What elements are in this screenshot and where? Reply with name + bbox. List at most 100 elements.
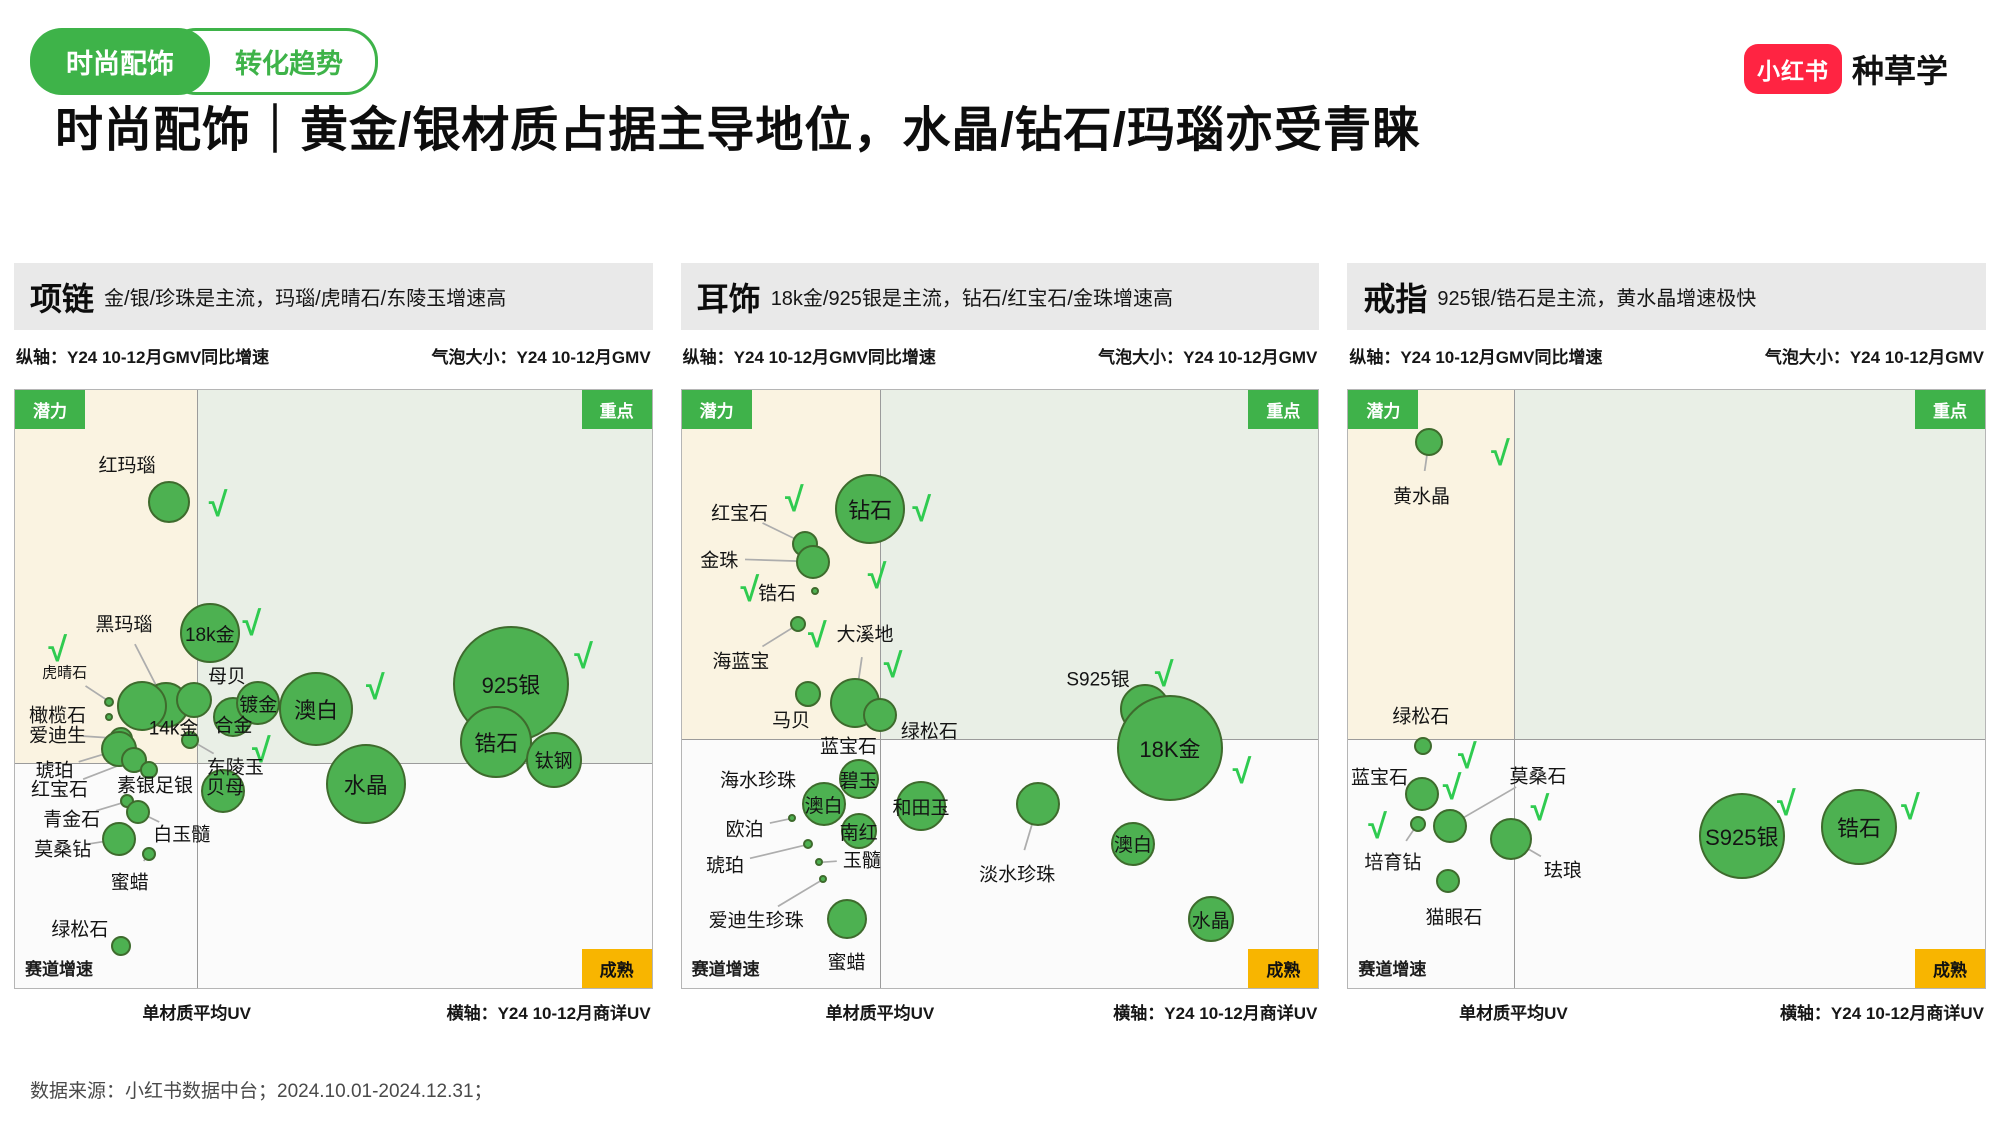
bubble-label-素银足银: 素银足银 (117, 775, 194, 797)
bubble-label-黄水晶: 黄水晶 (1393, 486, 1451, 508)
bubble-label-琥珀: 琥珀 (35, 760, 74, 782)
x-axis-right-label: 横轴：Y24 10-12月商详UV (1779, 1004, 1985, 1023)
bubble-label-珐琅: 珐琅 (1543, 860, 1582, 882)
data-source-note: 数据来源：小红书数据中台；2024.10.01-2024.12.31； (30, 1081, 493, 1102)
check-icon: √ (1901, 789, 1920, 827)
bubble-label-玉髓: 玉髓 (842, 850, 881, 872)
bubble-绿松石 (1413, 737, 1432, 756)
bubble-钻石: 钻石 (835, 474, 906, 544)
check-icon: √ (1777, 785, 1796, 824)
x-axis-left-label: 单材质平均UV (142, 1004, 251, 1023)
bubble-水晶: 水晶 (325, 744, 406, 825)
bubble-label-爱迪生珍珠: 爱迪生珍珠 (708, 910, 804, 932)
panel-header: 戒指 925银/锆石是主流，黄水晶增速极快 (1347, 263, 1987, 330)
check-icon: √ (740, 570, 760, 609)
bubble-label-马贝: 马贝 (772, 710, 811, 732)
divider-horizontal (681, 738, 1319, 740)
quadrant-badge-key: 重点 (1915, 390, 1986, 429)
quadrant-key-bg (880, 390, 1319, 739)
bubble-澳白: 澳白 (801, 782, 846, 827)
xiaohongshu-logo-icon: 小红书 (1743, 44, 1842, 94)
bubble-label-白玉髓: 白玉髓 (153, 824, 211, 846)
x-axis-left-label: 单材质平均UV (1459, 1004, 1568, 1023)
bubble-锆石 (811, 586, 820, 595)
bubble-label-虎晴石: 虎晴石 (42, 664, 88, 682)
bubble-18K金: 18K金 (1116, 695, 1223, 802)
check-icon: √ (1530, 790, 1550, 829)
chart-panel-necklace: 项链 金/银/珍珠是主流，玛瑙/虎晴石/东陵玉增速高 纵轴：Y24 10-12月… (14, 263, 653, 1023)
leader-lines (1405, 441, 1542, 893)
bubble-橄榄石 (105, 712, 114, 721)
bubble-蓝宝石 (1404, 777, 1439, 812)
axis-note-row: 纵轴：Y24 10-12月GMV同比增速 气泡大小：Y24 10-12月GMV (681, 343, 1320, 367)
x-axis-row: 单材质平均UV 横轴：Y24 10-12月商详UV (1347, 999, 1986, 1023)
bubble-红玛瑙 (148, 480, 191, 523)
check-icon: √ (912, 490, 932, 529)
y-axis-note: 纵轴：Y24 10-12月GMV同比增速 (16, 347, 270, 367)
quadrant-badge-key: 重点 (1248, 390, 1319, 429)
quadrant-badge-mature: 成熟 (581, 949, 652, 988)
bubble-马贝 (794, 681, 821, 708)
bubble-label-黑玛瑙: 黑玛瑙 (95, 614, 153, 636)
bubble-label-绿松石: 绿松石 (900, 721, 958, 743)
bubble-素银足银 (140, 760, 159, 779)
panel-subtitle: 18k金/925银是主流，钻石/红宝石/金珠增速高 (770, 288, 1173, 310)
quadrant-badge-key: 重点 (581, 390, 652, 429)
panel-subtitle: 925银/锆石是主流，黄水晶增速极快 (1437, 288, 1757, 310)
bubble-金珠 (796, 544, 831, 579)
check-icon: √ (366, 669, 385, 708)
check-icon: √ (208, 485, 228, 524)
charts-row: 项链 金/银/珍珠是主流，玛瑙/虎晴石/东陵玉增速高 纵轴：Y24 10-12月… (14, 263, 1987, 1023)
category-tag: 时尚配饰 (30, 28, 210, 95)
bubble-label-锆石: 锆石 (758, 583, 797, 605)
bubble-14k金 (117, 680, 168, 731)
panel-header: 项链 金/银/珍珠是主流，玛瑙/虎晴石/东陵玉增速高 (14, 263, 653, 330)
check-icon: √ (1232, 752, 1252, 791)
bubble-label-莫桑钻: 莫桑钻 (34, 839, 92, 861)
bubble-label-金珠: 金珠 (700, 550, 739, 572)
bubble-爱迪生珍珠 (819, 875, 827, 884)
bubble-size-note: 气泡大小：Y24 10-12月GMV (1764, 347, 1985, 367)
check-icon: √ (867, 557, 887, 596)
bubble-label-蓝宝石: 蓝宝石 (819, 736, 877, 758)
check-icon: √ (252, 732, 271, 771)
quadrant-badge-mature: 成熟 (1248, 949, 1319, 988)
bubble-label-培育钻: 培育钻 (1364, 852, 1422, 874)
bubble-莫桑钻 (102, 822, 137, 857)
chart-panel-ring: 戒指 925银/锆石是主流，黄水晶增速极快 纵轴：Y24 10-12月GMV同比… (1347, 263, 1987, 1023)
page-title: 时尚配饰｜黄金/银材质占据主导地位，水晶/钻石/玛瑙亦受青睐 (55, 104, 1422, 157)
bubble-label-莫桑石: 莫桑石 (1509, 766, 1567, 787)
bubble-培育钻 (1409, 816, 1426, 833)
axis-note-row: 纵轴：Y24 10-12月GMV同比增速 气泡大小：Y24 10-12月GMV (14, 343, 653, 367)
bubble-label-海蓝宝: 海蓝宝 (712, 651, 770, 673)
bubble-澳白: 澳白 (279, 672, 354, 747)
check-icon: √ (883, 647, 903, 686)
bubble-label-猫眼石: 猫眼石 (1425, 907, 1483, 929)
y-axis-note: 纵轴：Y24 10-12月GMV同比增速 (1349, 347, 1603, 367)
bubble-澳白: 澳白 (1111, 821, 1156, 866)
divider-vertical (1513, 390, 1515, 988)
bubble-label-欧泊: 欧泊 (725, 819, 764, 841)
bubble-label-蓝宝石: 蓝宝石 (1351, 767, 1409, 789)
bubble-label-蜜蜡: 蜜蜡 (827, 952, 866, 974)
bubble-水晶: 水晶 (1187, 896, 1234, 943)
bubble-钛钢: 钛钢 (525, 731, 582, 788)
panel-title: 项链 (30, 280, 95, 317)
bubble-label-红宝石: 红宝石 (711, 503, 769, 525)
logo-wordmark: 种草学 (1851, 53, 1948, 89)
quadrant-badge-potential: 潜力 (1348, 390, 1419, 429)
bubble-南红: 南红 (840, 813, 878, 850)
panel-title: 耳饰 (696, 280, 761, 317)
bubble-label-爱迪生: 爱迪生 (29, 725, 87, 747)
x-axis-right-label: 横轴：Y24 10-12月商详UV (446, 1004, 651, 1023)
chart-panel-earring: 耳饰 18k金/925银是主流，钻石/红宝石/金珠增速高 纵轴：Y24 10-1… (680, 263, 1320, 1023)
chart-plot: 潜力 重点 成熟 赛道增速 红宝石 钻石 金珠 锆石 大溪地 海蓝宝 马贝 蓝宝石 绿松石 S92… (680, 389, 1320, 989)
check-icon: √ (48, 630, 67, 669)
bubble-淡水珍珠 (1015, 782, 1060, 827)
bubble-玉髓 (814, 858, 823, 867)
divider-horizontal (1348, 739, 1986, 741)
bubble-欧泊 (788, 814, 797, 823)
axis-note-row: 纵轴：Y24 10-12月GMV同比增速 气泡大小：Y24 10-12月GMV (1347, 343, 1986, 367)
quadrant-badge-potential: 潜力 (681, 390, 752, 429)
bubble-白玉髓 (125, 799, 150, 824)
